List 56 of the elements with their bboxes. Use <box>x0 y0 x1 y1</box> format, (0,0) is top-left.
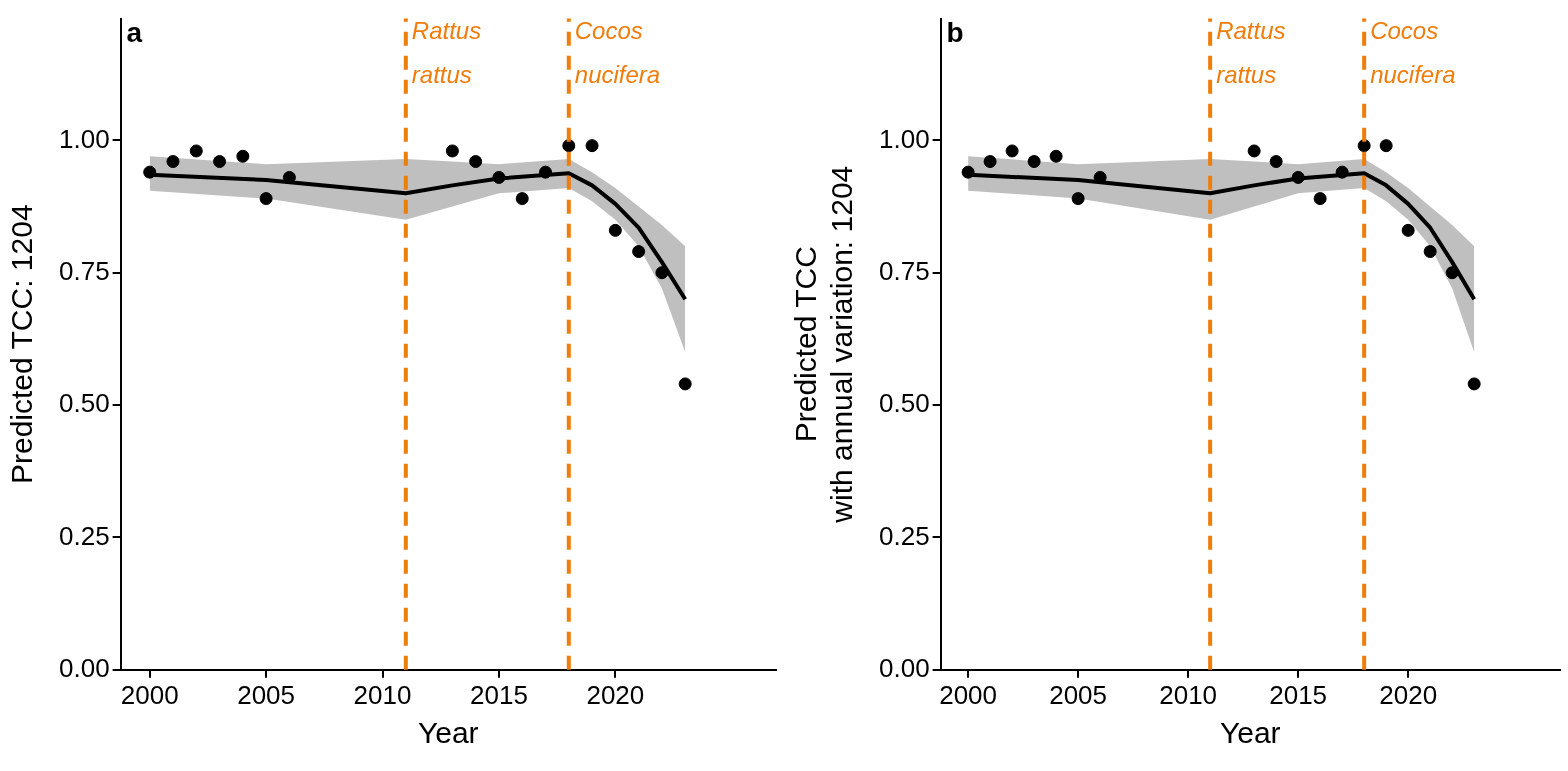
ref-line-label: Rattus rattus <box>1216 17 1286 89</box>
point <box>259 192 273 206</box>
chart-title: a <box>126 17 143 49</box>
point <box>515 192 529 206</box>
x-tick-label: 2010 <box>1159 679 1218 710</box>
point <box>562 139 576 153</box>
point <box>213 155 227 169</box>
y-axis-title: Predicted TCC: 1204 <box>5 204 39 484</box>
ref-line-label: Cocos nucifera <box>574 17 661 89</box>
x-tick-label: 2005 <box>1049 679 1108 710</box>
point <box>1379 139 1393 153</box>
x-axis-title: Year <box>417 716 479 750</box>
y-tick-label: 0.00 <box>878 652 930 683</box>
point <box>236 149 250 163</box>
point <box>445 144 459 158</box>
y-tick-label: 0.50 <box>58 388 110 419</box>
point <box>469 155 483 169</box>
point <box>1247 144 1261 158</box>
point <box>1049 149 1063 163</box>
point <box>608 223 622 237</box>
y-tick-label: 0.75 <box>878 255 930 286</box>
point <box>166 155 180 169</box>
point <box>1313 192 1327 206</box>
y-tick-label: 1.00 <box>878 123 930 154</box>
point <box>678 377 692 391</box>
x-tick-label: 2010 <box>353 679 412 710</box>
point <box>1357 139 1371 153</box>
point <box>1401 223 1415 237</box>
x-tick-label: 2005 <box>237 679 296 710</box>
ref-line-label: Rattus rattus <box>411 17 482 89</box>
y-tick-label: 0.50 <box>878 388 930 419</box>
y-tick-label: 0.75 <box>58 255 110 286</box>
y-axis-title: Predicted TCC with annual variation: 1204 <box>789 165 859 524</box>
y-tick-label: 0.25 <box>878 520 930 551</box>
point <box>585 139 599 153</box>
ref-line-label: Cocos nucifera <box>1370 17 1456 89</box>
point <box>1423 245 1437 259</box>
x-tick-label: 2015 <box>1269 679 1328 710</box>
x-axis-title: Year <box>1219 716 1281 750</box>
chart-title: b <box>946 17 964 49</box>
y-tick-label: 1.00 <box>58 123 110 154</box>
x-tick-label: 2020 <box>1379 679 1438 710</box>
x-tick-label: 2015 <box>470 679 528 710</box>
x-tick-label: 2000 <box>120 679 179 710</box>
point <box>1071 192 1085 206</box>
x-tick-label: 2020 <box>586 679 645 710</box>
point <box>983 155 997 169</box>
point <box>632 245 646 259</box>
point <box>1027 155 1041 169</box>
point <box>1005 144 1019 158</box>
x-tick-label: 2000 <box>939 679 998 710</box>
y-tick-label: 0.25 <box>58 520 110 551</box>
point <box>189 144 203 158</box>
y-tick-label: 0.00 <box>58 652 110 683</box>
point <box>1269 155 1283 169</box>
point <box>1467 377 1481 391</box>
